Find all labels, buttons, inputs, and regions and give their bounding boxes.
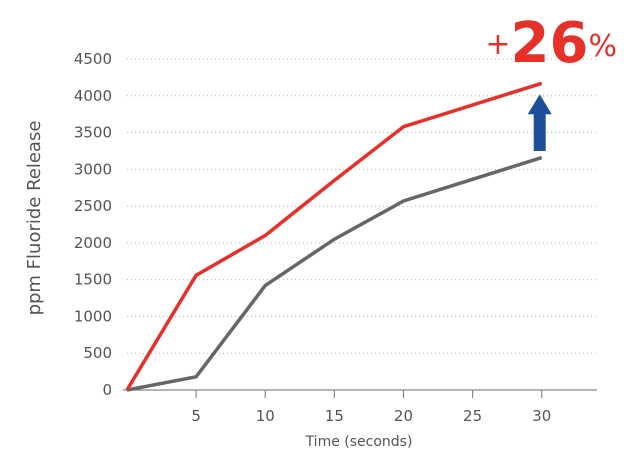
x-axis: 5 10 15 20 25 30 [123,389,597,425]
y-axis-ticks: 0 500 1000 1500 2000 2500 3000 3500 4000 4500 [74,50,112,399]
x-tick-label: 5 [191,407,201,425]
x-axis-title: Time (seconds) [305,434,413,450]
x-tick-label: 15 [325,407,344,425]
y-axis-title: ppm Fluoride Release [24,121,45,316]
callout-number: 26 [511,11,589,76]
series-line-1 [125,81,543,391]
y-tick-label: 500 [83,344,112,362]
callout-percent: % [588,29,617,64]
y-tick-label: 3000 [74,160,112,178]
y-tick-label: 1500 [74,271,112,289]
increase-callout: +26% [485,11,617,76]
y-tick-label: 4500 [74,50,112,68]
y-tick-label: 2500 [74,197,112,215]
y-tick-label: 4000 [74,87,112,105]
y-tick-label: 1000 [74,307,112,325]
gridlines [127,58,597,354]
y-tick-label: 0 [102,381,112,399]
x-tick-label: 25 [463,407,482,425]
x-tick-label: 30 [532,407,551,425]
callout-plus: + [485,27,510,62]
y-tick-label: 3500 [74,124,112,142]
series-line-2 [126,155,543,392]
x-tick-label: 20 [394,407,413,425]
y-tick-label: 2000 [74,234,112,252]
x-tick-label: 10 [256,407,275,425]
series-lines [125,81,543,392]
increase-arrow-icon [527,94,552,151]
arrow-shape [527,94,552,151]
